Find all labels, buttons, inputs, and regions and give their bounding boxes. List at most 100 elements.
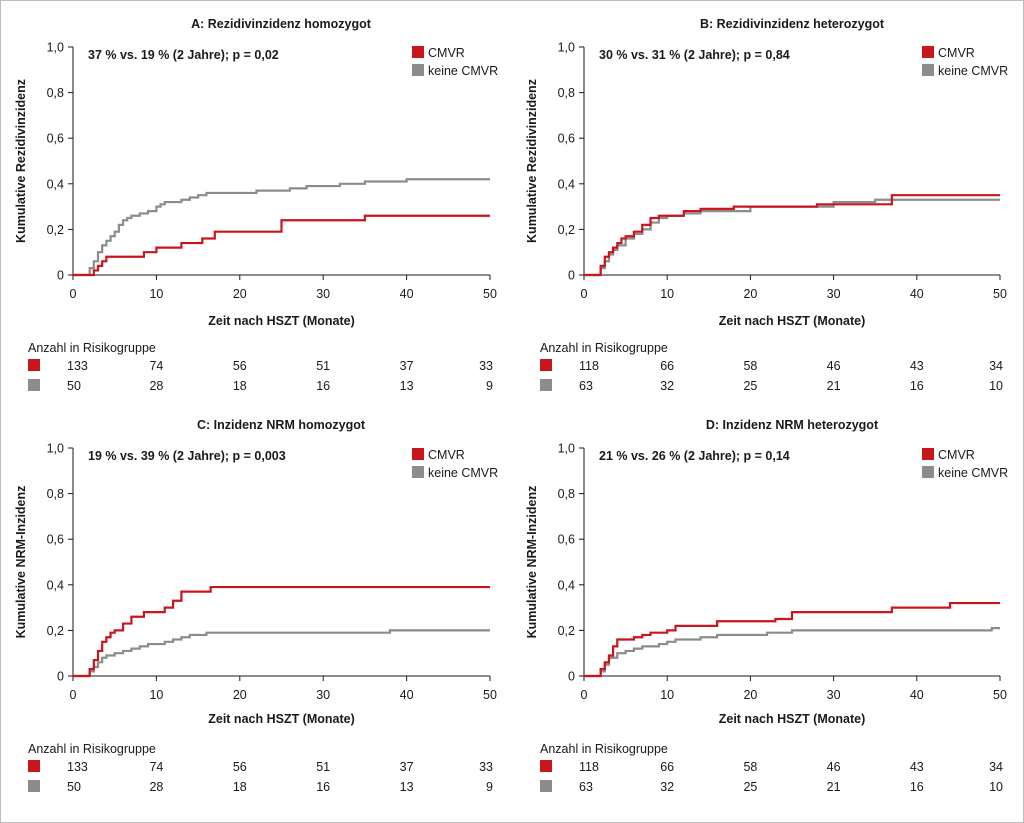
panel-b-risk-swatch-keine-cmvr [540, 379, 552, 391]
panel-d-y-tick-label: 0,6 [558, 533, 575, 547]
panel-d-risk-value: 34 [989, 760, 1003, 774]
panel-d-risk-value: 32 [660, 780, 674, 794]
panel-d-legend-swatch-cmvr [922, 448, 934, 460]
panel-a-series-cmvr-line [73, 214, 490, 277]
panel-c-risk-value: 74 [149, 760, 163, 774]
panel-a-risk-value: 37 [400, 359, 414, 373]
panel-a-legend-swatch-keine-cmvr [412, 64, 424, 76]
panel-c-y-tick-label: 0,6 [47, 533, 64, 547]
panel-c-x-tick-label: 50 [483, 688, 497, 702]
panel-a-risk-value: 133 [67, 359, 88, 373]
panel-b-risk-header: Anzahl in Risikogruppe [540, 341, 668, 355]
panel-d-risk-value: 21 [827, 780, 841, 794]
panel-a-risk-value: 16 [316, 379, 330, 393]
panel-a-risk-value: 51 [316, 359, 330, 373]
panel-c-y-tick-label: 0,2 [47, 624, 64, 638]
panel-b-x-tick-label: 0 [581, 287, 588, 301]
panel-a-x-tick-label: 0 [70, 287, 77, 301]
panel-b-annotation: 30 % vs. 31 % (2 Jahre); p = 0,84 [599, 48, 790, 62]
panel-d-risk-value: 25 [743, 780, 757, 794]
panel-d-y-tick-label: 0,2 [558, 624, 575, 638]
panel-a-x-tick-label: 50 [483, 287, 497, 301]
panel-c-risk-value: 13 [400, 780, 414, 794]
panel-d-title: D: Inzidenz NRM heterozygot [706, 418, 879, 432]
panel-b-series-cmvr-line [584, 194, 1000, 277]
panel-d-x-tick-label: 40 [910, 688, 924, 702]
panel-b-risk-value: 21 [827, 379, 841, 393]
panel-b-risk-value: 32 [660, 379, 674, 393]
panel-b-risk-swatch-cmvr [540, 359, 552, 371]
panel-c-risk-value: 51 [316, 760, 330, 774]
panel-a-legend-label-keine-cmvr: keine CMVR [428, 64, 498, 78]
panel-c-risk-value: 18 [233, 780, 247, 794]
panel-a-risk-value: 74 [149, 359, 163, 373]
panel-b-title: B: Rezidivinzidenz heterozygot [700, 17, 885, 31]
panel-d-risk-value: 46 [827, 760, 841, 774]
panel-d-x-tick-label: 20 [743, 688, 757, 702]
panel-b-risk-value: 58 [743, 359, 757, 373]
panel-b-x-axis-label: Zeit nach HSZT (Monate) [719, 314, 866, 328]
panel-b-x-tick-label: 20 [743, 287, 757, 301]
panel-b-y-tick-label: 0,8 [558, 86, 575, 100]
panel-a-y-tick-label: 0,8 [47, 86, 64, 100]
panel-c-risk-value: 16 [316, 780, 330, 794]
panel-d-risk-value: 16 [910, 780, 924, 794]
panel-d-y-tick-label: 0 [568, 670, 575, 684]
panel-d-x-tick-label: 30 [827, 688, 841, 702]
panel-a-legend-label-cmvr: CMVR [428, 46, 465, 60]
panel-c-x-tick-label: 0 [70, 688, 77, 702]
panel-b-legend-label-keine-cmvr: keine CMVR [938, 64, 1008, 78]
panel-a-risk-swatch-cmvr [28, 359, 40, 371]
panel-c-risk-value: 56 [233, 760, 247, 774]
panel-b-risk-value: 16 [910, 379, 924, 393]
panel-a-risk-value: 56 [233, 359, 247, 373]
panel-d-risk-value: 63 [579, 780, 593, 794]
panel-c-y-axis-label: Kumulative NRM-Inzidenz [14, 486, 28, 639]
panel-c-y-tick-label: 1,0 [47, 442, 64, 456]
panel-b-legend-swatch-cmvr [922, 46, 934, 58]
panel-b-legend-swatch-keine-cmvr [922, 64, 934, 76]
panel-a-y-tick-label: 0,4 [47, 177, 64, 191]
panel-a-y-tick-label: 0 [57, 269, 64, 283]
panel-c-x-tick-label: 30 [316, 688, 330, 702]
panel-d-annotation: 21 % vs. 26 % (2 Jahre); p = 0,14 [599, 449, 790, 463]
panel-a-risk-value: 9 [486, 379, 493, 393]
panel-c-risk-header: Anzahl in Risikogruppe [28, 742, 156, 756]
panel-c-risk-value: 50 [67, 780, 81, 794]
panel-b-risk-value: 66 [660, 359, 674, 373]
panel-d-risk-value: 43 [910, 760, 924, 774]
panel-d-series-keine-cmvr-line [584, 627, 1000, 678]
panel-c-title: C: Inzidenz NRM homozygot [197, 418, 366, 432]
panel-a-risk-value: 28 [149, 379, 163, 393]
panel-c-x-tick-label: 20 [233, 688, 247, 702]
panel-a-series-keine-cmvr-line [73, 178, 490, 277]
panel-c-y-tick-label: 0,4 [47, 578, 64, 592]
panel-c-risk-value: 33 [479, 760, 493, 774]
panel-a-risk-value: 18 [233, 379, 247, 393]
panel-b-y-tick-label: 0 [568, 269, 575, 283]
panel-c-legend-label-keine-cmvr: keine CMVR [428, 466, 498, 480]
panel-a-x-tick-label: 20 [233, 287, 247, 301]
panel-b-y-tick-label: 0,2 [558, 223, 575, 237]
panel-a-x-tick-label: 40 [400, 287, 414, 301]
panel-b-y-tick-label: 0,4 [558, 177, 575, 191]
panel-b-x-tick-label: 50 [993, 287, 1007, 301]
panel-c-y-tick-label: 0,8 [47, 487, 64, 501]
panel-d-risk-value: 58 [743, 760, 757, 774]
panel-b-risk-value: 63 [579, 379, 593, 393]
panel-c-risk-swatch-cmvr [28, 760, 40, 772]
panel-b-risk-value: 43 [910, 359, 924, 373]
panel-b-y-tick-label: 1,0 [558, 41, 575, 55]
panel-d-risk-value: 66 [660, 760, 674, 774]
panel-b-y-axis-label: Kumulative Rezidivinzidenz [525, 79, 539, 243]
panel-d-x-axis-label: Zeit nach HSZT (Monate) [719, 712, 866, 726]
panel-a-risk-value: 33 [479, 359, 493, 373]
panel-a-y-axis-label: Kumulative Rezidivinzidenz [14, 79, 28, 243]
panel-c-legend-label-cmvr: CMVR [428, 448, 465, 462]
panel-d-series-cmvr-line [584, 601, 1000, 678]
panel-c-x-tick-label: 40 [400, 688, 414, 702]
panel-a-legend-swatch-cmvr [412, 46, 424, 58]
panel-a-risk-swatch-keine-cmvr [28, 379, 40, 391]
panel-c-series-keine-cmvr-line [73, 629, 490, 678]
